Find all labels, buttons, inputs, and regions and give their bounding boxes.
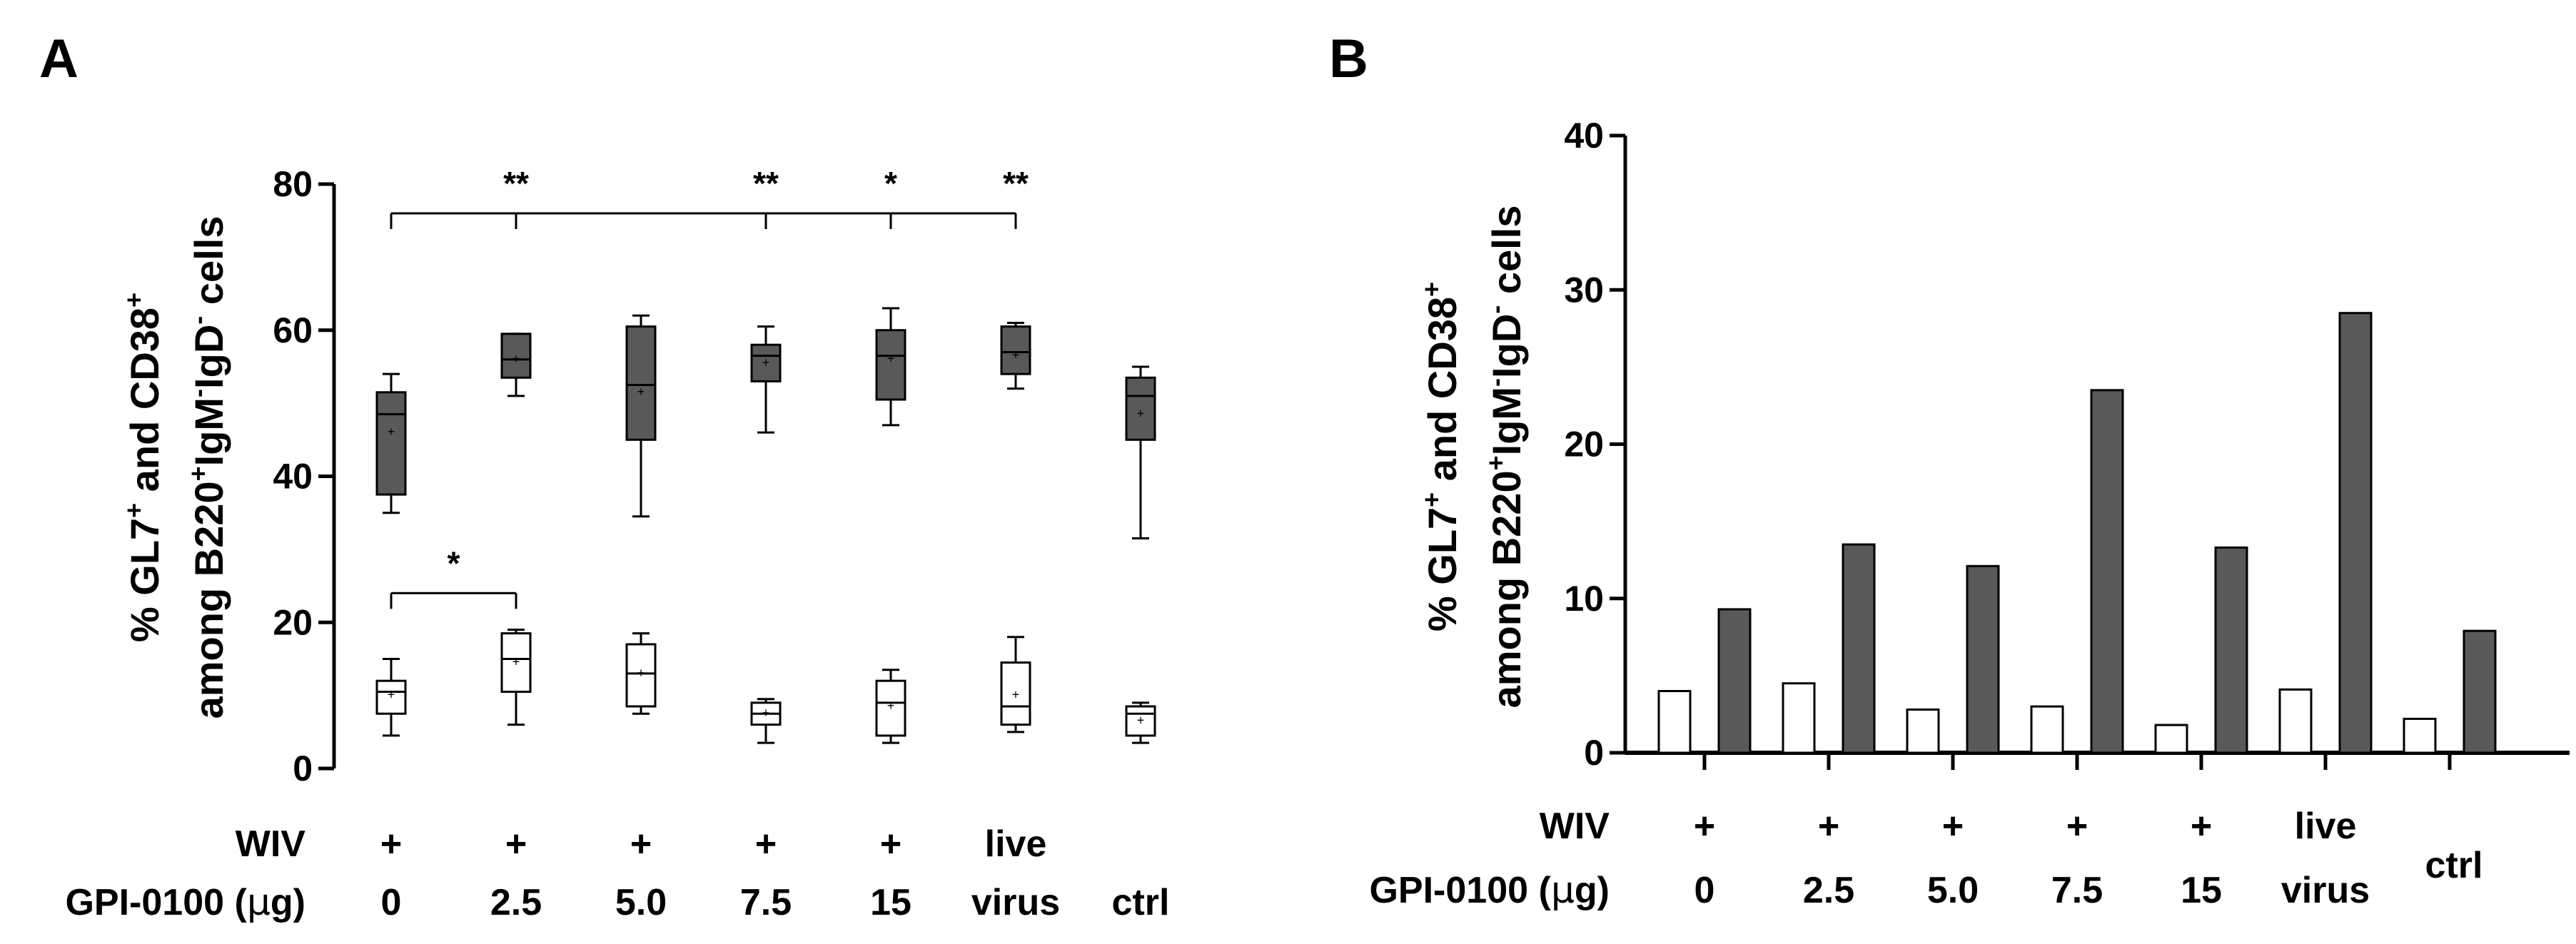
bar-filled: [1966, 564, 2000, 754]
significance-label: **: [503, 165, 529, 202]
box-iqr: [1125, 376, 1156, 441]
panel-a-wiv-row-label: WIV: [236, 823, 306, 865]
panel-b-gpi-label: 0: [1694, 870, 1715, 911]
box-iqr: [1000, 661, 1031, 726]
bar-filled: [2090, 389, 2124, 754]
box-mean-marker: +: [762, 706, 770, 720]
panel-a-y-label: % GL7+ and CD38+ among B220+IgM-IgD- cel…: [119, 216, 231, 719]
bar-open: [2278, 688, 2313, 754]
panel-a-gpi-label: 7.5: [740, 882, 792, 923]
panel-b-gpi-label: ctrl: [2425, 845, 2483, 886]
panel-b-gpi-label: 2.5: [1803, 870, 1854, 911]
panel-b-wiv-label: +: [1818, 806, 1839, 847]
panel-b-gpi-label: 15: [2181, 870, 2222, 911]
bar-open: [1657, 690, 1692, 754]
bar-open: [2030, 705, 2064, 754]
panel-a-wiv-label: +: [880, 823, 901, 865]
panel-b-y-label: % GL7+ and CD38+ among B220+IgM-IgD- cel…: [1417, 205, 1529, 709]
svg-text:among B220+IgM-IgD- cells: among B220+IgM-IgD- cells: [1481, 205, 1529, 709]
box-iqr: [500, 333, 532, 379]
box-iqr: [375, 679, 407, 715]
panel-b-wiv-label: live: [2295, 806, 2357, 847]
bar-open: [1906, 708, 1940, 754]
box-mean-marker: +: [1137, 713, 1145, 727]
panel-a-wiv-label: +: [505, 823, 527, 865]
box-iqr: [875, 329, 906, 401]
panel-b-y-tick-label: 30: [1564, 270, 1604, 310]
box-mean-marker: +: [762, 355, 770, 370]
panel-b-y-tick-label: 10: [1564, 579, 1604, 619]
bar-filled: [2214, 546, 2248, 754]
bar-filled: [1842, 543, 1876, 754]
box-iqr: [875, 679, 906, 737]
panel-b-wiv-label: +: [2191, 806, 2212, 847]
panel-a-gpi-row-label: GPI-0100 (μg): [65, 881, 305, 924]
box-mean-marker: +: [512, 655, 520, 669]
panel-a-wiv-label: +: [630, 823, 652, 865]
panel-a-y-tick-label: 60: [273, 310, 313, 350]
svg-text:% GL7+ and CD38+: % GL7+ and CD38+: [119, 293, 167, 642]
panel-a-y-tick-label: 40: [273, 457, 313, 497]
box-mean-marker: +: [388, 688, 395, 702]
panel-b-wiv-label: +: [1942, 806, 1964, 847]
box-mean-marker: +: [512, 352, 520, 366]
panel-b-gpi-label: virus: [2281, 870, 2370, 911]
box-iqr: [625, 325, 657, 441]
panel-a-gpi-label: 2.5: [490, 882, 542, 923]
box-mean-marker: +: [887, 699, 895, 713]
bar-filled: [2338, 312, 2373, 754]
box-iqr: [625, 643, 657, 708]
box-mean-marker: +: [1012, 348, 1020, 362]
panel-a-wiv-label: +: [380, 823, 402, 865]
bar-open: [2154, 724, 2188, 754]
panel-a-y-tick-label: 0: [293, 748, 313, 788]
panel-b-y-tick-label: 40: [1564, 116, 1604, 156]
box-iqr: [1000, 325, 1031, 375]
panel-b-wiv-label: +: [2066, 806, 2088, 847]
panel-a-wiv-label: +: [755, 823, 777, 865]
bar-filled: [2463, 629, 2497, 754]
bar-open: [1782, 682, 1816, 754]
box-iqr: [1125, 705, 1156, 737]
box-mean-marker: +: [887, 352, 895, 366]
panel-a-wiv-label: live: [985, 823, 1047, 865]
significance-label: *: [884, 165, 897, 202]
panel-a-letter: A: [39, 29, 79, 89]
panel-b-y-tick-label: 0: [1584, 733, 1604, 773]
box-mean-marker: +: [1137, 406, 1145, 420]
box-iqr: [750, 343, 782, 382]
panel-b-wiv-row-label: WIV: [1540, 806, 1610, 847]
box-iqr: [500, 632, 532, 694]
significance-label: *: [448, 544, 460, 582]
box-mean-marker: +: [1012, 688, 1020, 702]
bar-open: [2403, 717, 2437, 754]
panel-a-gpi-label: 5.0: [615, 882, 667, 923]
panel-b-bar-chart: 0 10 20 30 40 +0 +2.5 +5.0 +7.5 +15 live virus ctrl: [1564, 116, 2570, 911]
panel-a-gpi-label: ctrl: [1112, 882, 1170, 923]
panel-a-y-tick-label: 20: [273, 602, 313, 642]
svg-text:among B220+IgM-IgD- cells: among B220+IgM-IgD- cells: [183, 216, 231, 719]
panel-b-wiv-label: +: [1694, 806, 1715, 847]
box-iqr: [375, 391, 407, 496]
panel-b-letter: B: [1329, 29, 1368, 89]
panel-b-gpi-label: 5.0: [1927, 870, 1979, 911]
panel-a-gpi-label: 15: [870, 882, 911, 923]
svg-text:% GL7+ and CD38+: % GL7+ and CD38+: [1417, 282, 1465, 631]
significance-label: **: [753, 165, 779, 202]
bar-filled: [1717, 608, 1752, 754]
panel-b-gpi-label: 7.5: [2051, 870, 2103, 911]
panel-a-gpi-label: 0: [381, 882, 402, 923]
panel-a-y-tick-label: 80: [273, 164, 313, 204]
box-mean-marker: +: [637, 385, 645, 399]
significance-label: **: [1003, 165, 1029, 202]
panel-a-gpi-label: virus: [971, 882, 1060, 923]
box-mean-marker: +: [637, 666, 645, 680]
panel-b-gpi-row-label: GPI-0100 (μg): [1369, 869, 1610, 912]
panel-a-box-plot: 0 20 40 60 80 +0 +2.5 +5.0 +7.5 +15 live virus ctrl +…: [273, 164, 1169, 923]
panel-b-y-tick-label: 20: [1564, 425, 1604, 465]
box-mean-marker: +: [388, 425, 395, 439]
